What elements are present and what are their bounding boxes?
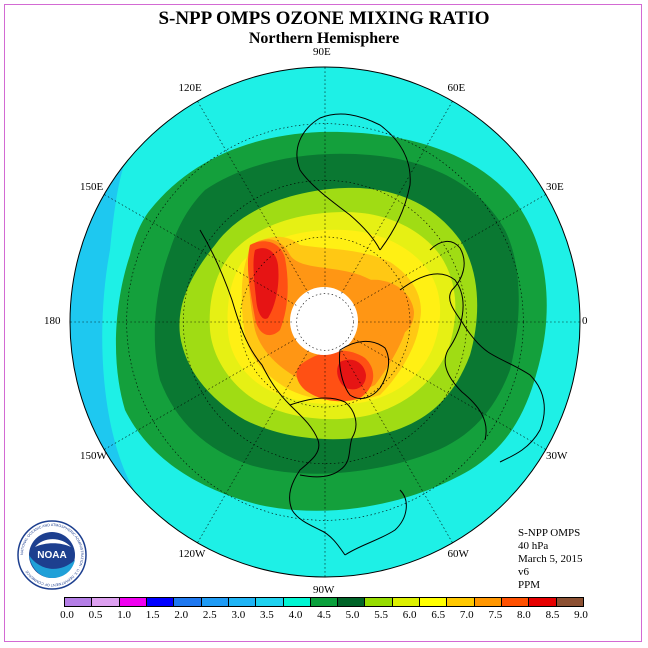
coastline-south-america <box>344 489 407 556</box>
meridian-line <box>341 101 453 294</box>
colorbar-tick-label: 1.0 <box>117 609 131 621</box>
colorbar-tick-label: 7.0 <box>459 609 474 621</box>
info-instrument: S-NPP OMPS <box>518 527 581 539</box>
colorbar-swatch <box>119 598 147 606</box>
colorbar-swatch <box>65 598 93 606</box>
info-version: v6 <box>518 566 529 578</box>
colorbar-swatch <box>92 598 120 606</box>
colorbar-swatch <box>338 598 366 606</box>
colorbar-swatch <box>529 598 557 606</box>
longitude-label: 0 <box>582 315 588 327</box>
colorbar-tick-label: 6.5 <box>431 609 446 621</box>
chart-title: S-NPP OMPS OZONE MIXING RATIO <box>158 8 490 29</box>
map-outline <box>69 66 581 578</box>
contour-band-7p5-east <box>360 279 414 337</box>
meridian-line <box>353 194 546 306</box>
noaa-logo-text: NOAA <box>37 550 66 561</box>
coastline-north-america <box>199 229 357 556</box>
colorbar-tick-label: 4.0 <box>288 609 303 621</box>
longitude-label: 90E <box>313 46 331 58</box>
info-level: 40 hPa <box>518 540 549 552</box>
contour-band-8p5-west <box>253 248 279 319</box>
graticule <box>70 67 580 577</box>
colorbar-swatch <box>392 598 421 606</box>
colorbar-swatch <box>256 598 284 606</box>
colorbar-swatch <box>556 598 583 606</box>
colorbar-tick-label: 8.5 <box>545 609 560 621</box>
info-block: S-NPP OMPS 40 hPa March 5, 2015 v6 PPM <box>518 527 582 592</box>
colorbar-swatch <box>283 598 311 606</box>
coastline-africa <box>487 351 545 463</box>
meridian-line <box>353 338 546 450</box>
info-units: PPM <box>518 579 541 591</box>
colorbar <box>64 597 584 607</box>
meridian-line <box>197 101 309 294</box>
longitude-label: 60E <box>447 82 466 95</box>
colorbar-tick-label: 7.5 <box>488 609 503 621</box>
colorbar-swatch <box>174 598 202 606</box>
meridian-line <box>104 194 297 306</box>
colorbar-swatch <box>310 598 339 606</box>
colorbar-tick-label: 2.0 <box>174 609 189 621</box>
latitude-circle <box>239 236 411 408</box>
colorbar-swatch <box>474 598 502 606</box>
coastline-eurasia <box>296 113 487 441</box>
longitude-label: 30W <box>545 449 568 462</box>
longitude-label: 120W <box>178 547 206 560</box>
longitude-label: 150E <box>80 180 104 193</box>
colorbar-tick-label: 3.0 <box>231 609 246 621</box>
colorbar-swatch <box>420 598 448 606</box>
meridian-line <box>197 350 309 543</box>
colorbar-swatch <box>146 598 175 606</box>
colorbar-swatch <box>228 598 257 606</box>
colorbar-tick-label: 0.0 <box>60 609 74 621</box>
longitude-label: 90W <box>313 584 335 596</box>
contour-band-8p5-south <box>337 359 366 390</box>
meridian-line <box>104 338 297 450</box>
coastline-europe <box>429 241 489 353</box>
colorbar-tick-label: 3.5 <box>260 609 274 621</box>
longitude-label: 180 <box>44 315 61 327</box>
ozone-field <box>70 67 580 577</box>
colorbar-tick-label: 5.0 <box>345 609 360 621</box>
colorbar-tick-label: 0.5 <box>88 609 103 621</box>
polar-no-data-cap <box>290 287 358 355</box>
meridian-line <box>341 350 453 543</box>
colorbar-tick-label: 2.5 <box>202 609 217 621</box>
colorbar-tick-label: 9.0 <box>574 609 588 621</box>
longitude-label: 150W <box>80 449 107 462</box>
colorbar-tick-label: 5.5 <box>374 609 388 621</box>
colorbar-swatch <box>502 598 530 606</box>
colorbar-tick-label: 4.5 <box>317 609 331 621</box>
latitude-circle <box>296 293 354 351</box>
coastlines <box>199 113 545 556</box>
colorbar-tick-label: 1.5 <box>145 609 160 621</box>
colorbar-tick-label: 8.0 <box>517 609 531 621</box>
noaa-logo-emblem: NOAA NATIONAL OCEANIC AND ATMOSPHERIC AD… <box>17 520 87 590</box>
longitude-label: 30E <box>545 180 564 193</box>
longitude-label: 60W <box>447 547 469 560</box>
colorbar-swatch <box>447 598 475 606</box>
figure-frame <box>4 4 642 642</box>
coastline-greenland <box>339 341 390 399</box>
noaa-logo: NOAA NATIONAL OCEANIC AND ATMOSPHERIC AD… <box>17 520 87 590</box>
colorbar-swatch <box>365 598 393 606</box>
info-date: March 5, 2015 <box>518 553 583 565</box>
chart-subtitle: Northern Hemisphere <box>248 30 400 47</box>
longitude-label: 120E <box>178 82 202 95</box>
colorbar-swatch <box>201 598 229 606</box>
colorbar-tick-label: 6.0 <box>402 609 417 621</box>
